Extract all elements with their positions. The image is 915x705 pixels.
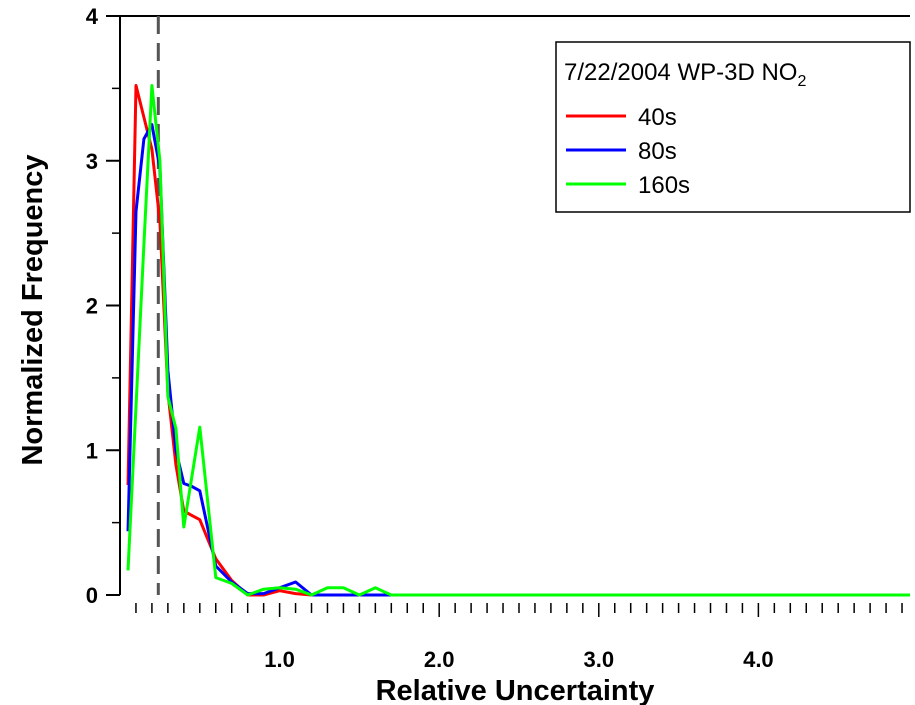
legend-title-subscript: 2 xyxy=(797,73,806,90)
y-axis-ticks: 0 1 2 3 4 xyxy=(86,4,120,608)
x-tick-label: 4.0 xyxy=(743,647,774,672)
series-line-160s xyxy=(126,84,910,597)
y-tick-label: 3 xyxy=(86,149,98,174)
series-layer xyxy=(126,84,910,597)
legend-title: 7/22/2004 WP-3D NO2 xyxy=(564,59,806,90)
x-tick-label: 2.0 xyxy=(424,647,455,672)
y-tick-label: 0 xyxy=(86,583,98,608)
y-tick-label: 1 xyxy=(86,438,98,463)
x-tick-label: 3.0 xyxy=(583,647,614,672)
x-tick-label: 1.0 xyxy=(264,647,295,672)
x-axis-ticks: 1.0 2.0 3.0 4.0 xyxy=(135,603,903,672)
legend: 7/22/2004 WP-3D NO2 40s 80s 160s xyxy=(555,41,911,213)
x-axis-title: Relative Uncertainty xyxy=(376,675,655,705)
y-axis-title: Normalized Frequency xyxy=(17,154,49,465)
legend-label-160s: 160s xyxy=(638,172,690,199)
series-line-40s xyxy=(126,84,910,597)
legend-label-80s: 80s xyxy=(638,138,677,165)
y-tick-label: 4 xyxy=(86,4,99,29)
y-tick-label: 2 xyxy=(86,294,98,319)
legend-label-40s: 40s xyxy=(638,104,677,131)
